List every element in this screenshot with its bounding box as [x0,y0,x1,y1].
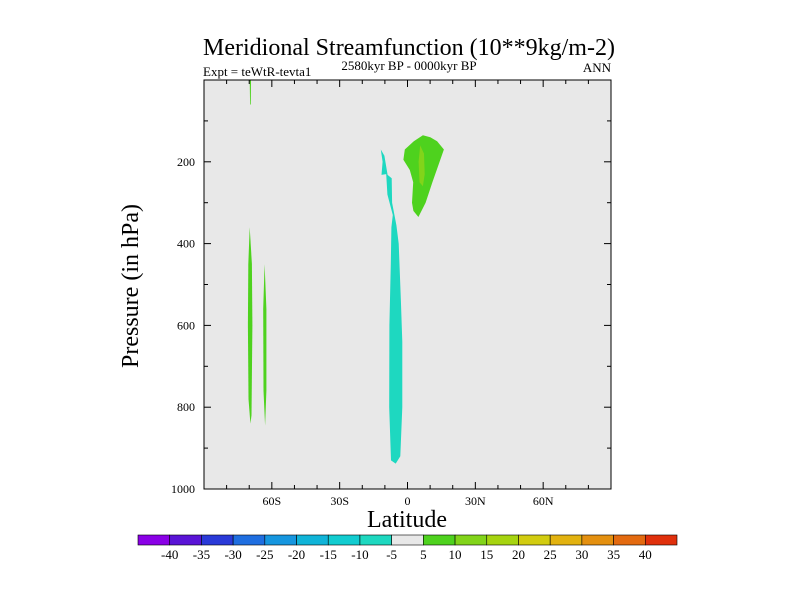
colorbar-label: 5 [420,547,427,562]
colorbar-box [581,534,614,546]
colorbar-label: 35 [607,547,620,562]
positive-column-2 [263,264,267,426]
x-tick-labels: 60S 30S 0 30N 60N [262,494,553,508]
positive-column-1 [247,227,253,424]
chart-title: Meridional Streamfunction (10**9kg/m-2) [203,35,615,61]
colorbar-box [518,534,551,546]
y-tick-labels: 200 400 600 800 1000 [171,155,195,496]
colorbar-label: -35 [193,547,210,562]
colorbar-label: -15 [320,547,337,562]
x-tick-label: 60N [533,494,554,508]
colorbar-box [423,534,456,546]
thin-positive-sliver-top [249,80,251,105]
positive-upper-core [418,145,425,187]
colorbar-box [201,534,234,546]
colorbar [137,534,678,546]
colorbar-label: -10 [351,547,368,562]
chart-subtitle-center: 2580kyr BP - 0000kyr BP [341,58,476,73]
y-tick-label: 200 [177,155,195,169]
y-tick-label: 1000 [171,482,195,496]
x-tick-label: 30S [330,494,349,508]
colorbar-label: -20 [288,547,305,562]
colorbar-box [644,534,678,546]
colorbar-label: 10 [449,547,462,562]
colorbar-label: -5 [386,547,397,562]
colorbar-box [296,534,329,546]
colorbar-label: 40 [639,547,652,562]
colorbar-label: 25 [544,547,557,562]
y-axis-label: Pressure (in hPa) [118,204,144,368]
colorbar-box [454,534,488,546]
contour-regions [247,80,444,464]
colorbar-label: 20 [512,547,525,562]
colorbar-box [486,534,519,546]
colorbar-labels: -40 -35 -30 -25 -20 -15 -10 -5 5 10 15 20 25 30 35 40 [161,547,652,562]
colorbar-box [137,534,171,546]
x-axis-label: Latitude [367,507,447,533]
y-tick-label: 800 [177,400,195,414]
colorbar-box [232,534,266,546]
chart-subtitle-left: Expt = teWtR-tevta1 [203,64,311,79]
x-tick-label: 0 [405,494,411,508]
negative-equatorial-column [380,149,403,464]
colorbar-box [264,534,297,546]
colorbar-label: 15 [480,547,493,562]
colorbar-box [327,534,361,546]
chart-subtitle-right: ANN [583,60,612,75]
colorbar-box [169,534,202,546]
colorbar-box [359,534,392,546]
colorbar-label: -25 [256,547,273,562]
axis-ticks [204,80,611,490]
colorbar-label: -40 [161,547,178,562]
x-tick-label: 60S [262,494,281,508]
colorbar-label: -30 [224,547,241,562]
colorbar-label: 30 [575,547,588,562]
colorbar-box [391,534,424,546]
y-tick-label: 600 [177,318,195,332]
x-tick-label: 30N [465,494,486,508]
colorbar-box [549,534,583,546]
y-tick-label: 400 [177,237,195,251]
colorbar-box [613,534,646,546]
